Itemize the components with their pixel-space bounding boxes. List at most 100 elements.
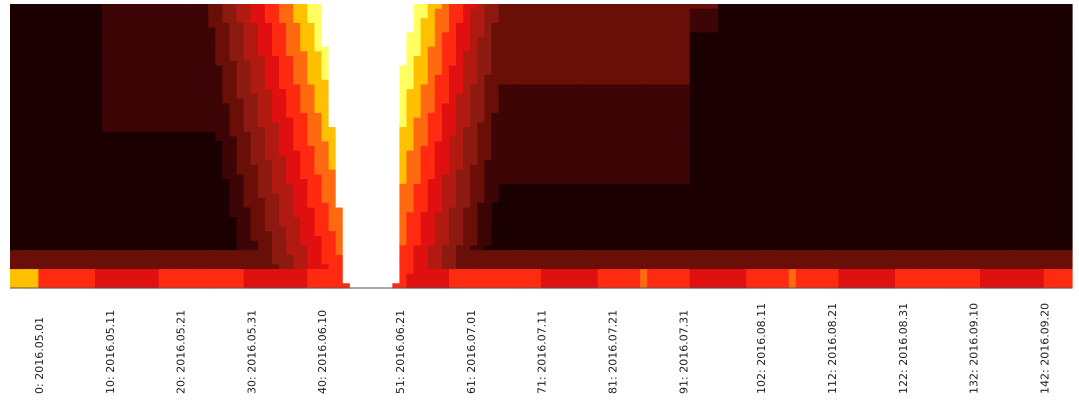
heatmap-cell <box>781 98 790 104</box>
heatmap-cell <box>541 93 549 100</box>
heatmap-cell <box>1064 4 1073 10</box>
heatmap-cell <box>470 79 478 86</box>
heatmap-cell <box>456 141 464 147</box>
heatmap-cell <box>335 93 344 100</box>
heatmap-cell <box>895 46 903 52</box>
heatmap-cell <box>123 8 131 15</box>
heatmap-cell <box>895 75 903 81</box>
heatmap-cell <box>179 32 188 38</box>
heatmap-cell <box>647 13 655 19</box>
heatmap-cell <box>356 117 365 123</box>
heatmap-cell <box>491 84 500 90</box>
heatmap-cell <box>371 4 379 10</box>
heatmap-cell <box>328 70 337 76</box>
heatmap-cell <box>498 60 507 67</box>
heatmap-cell <box>923 32 931 38</box>
heatmap-cell <box>38 56 46 62</box>
heatmap-cell <box>909 136 917 142</box>
heatmap-cell <box>512 70 521 76</box>
heatmap-cell <box>682 27 691 33</box>
heatmap-cell <box>498 150 507 157</box>
heatmap-cell <box>647 150 655 157</box>
heatmap-cell <box>859 93 868 100</box>
heatmap-cell <box>80 4 89 10</box>
heatmap-cell <box>342 84 351 90</box>
heatmap-cell <box>109 136 117 142</box>
heatmap-cell <box>378 155 386 161</box>
heatmap-cell <box>505 8 514 15</box>
heatmap-cell <box>116 51 124 57</box>
heatmap-cell <box>583 146 592 152</box>
heatmap-cell <box>10 103 18 109</box>
heatmap-cell <box>979 56 988 62</box>
heatmap-cell <box>165 131 174 138</box>
heatmap-cell <box>116 60 124 67</box>
heatmap-cell <box>654 60 662 67</box>
heatmap-cell <box>349 117 358 123</box>
heatmap-cell <box>1036 22 1045 29</box>
heatmap-cell <box>767 89 776 95</box>
heatmap-cell <box>286 79 294 86</box>
heatmap-cell <box>987 112 995 119</box>
heatmap-cell <box>441 60 450 67</box>
heatmap-cell <box>236 4 245 10</box>
heatmap-cell <box>732 8 740 15</box>
heatmap-cell <box>364 122 372 128</box>
heatmap-cell <box>448 150 457 157</box>
heatmap-cell <box>158 22 167 29</box>
heatmap-cell <box>732 112 740 119</box>
heatmap-cell <box>944 27 953 33</box>
heatmap-cell <box>349 98 358 104</box>
heatmap-cell <box>703 89 712 95</box>
heatmap-cell <box>951 27 960 33</box>
heatmap-cell <box>583 112 592 119</box>
heatmap-cell <box>66 98 75 104</box>
heatmap-cell <box>965 37 974 43</box>
heatmap-cell <box>859 84 868 90</box>
heatmap-cell <box>618 70 627 76</box>
heatmap-cell <box>470 89 478 95</box>
heatmap-cell <box>852 155 861 161</box>
heatmap-cell <box>321 131 330 138</box>
heatmap-cell <box>548 141 556 147</box>
heatmap-cell <box>902 122 910 128</box>
heatmap-cell <box>271 4 280 10</box>
heatmap-cell <box>732 155 740 161</box>
heatmap-cell <box>179 37 188 43</box>
heatmap-cell <box>371 46 379 52</box>
heatmap-cell <box>123 103 131 109</box>
heatmap-cell <box>725 37 733 43</box>
heatmap-cell <box>1015 37 1024 43</box>
heatmap-cell <box>378 112 386 119</box>
heatmap-cell <box>123 4 131 10</box>
heatmap-cell <box>406 131 415 138</box>
heatmap-cell <box>902 150 910 157</box>
heatmap-cell <box>314 131 323 138</box>
heatmap-cell <box>880 37 889 43</box>
heatmap-cell <box>526 37 535 43</box>
heatmap-cell <box>788 22 797 29</box>
heatmap-cell <box>130 41 139 48</box>
heatmap-cell <box>434 93 443 100</box>
heatmap-cell <box>80 160 89 166</box>
heatmap-cell <box>31 103 39 109</box>
heatmap-cell <box>562 79 570 86</box>
heatmap-cell <box>994 93 1002 100</box>
heatmap-cell <box>392 103 400 109</box>
heatmap-cell <box>753 32 762 38</box>
heatmap-cell <box>979 46 988 52</box>
heatmap-cell <box>1001 32 1009 38</box>
heatmap-cell <box>378 122 386 128</box>
heatmap-cell <box>498 117 507 123</box>
heatmap-cell <box>710 84 719 90</box>
heatmap-cell <box>831 150 839 157</box>
heatmap-cell <box>314 146 323 152</box>
heatmap-cell <box>1008 122 1016 128</box>
heatmap-cell <box>491 4 500 10</box>
heatmap-cell <box>144 93 153 100</box>
heatmap-cell <box>38 117 46 123</box>
heatmap-cell <box>519 70 528 76</box>
heatmap-cell <box>788 136 797 142</box>
heatmap-cell <box>979 65 988 71</box>
heatmap-cell <box>441 89 450 95</box>
